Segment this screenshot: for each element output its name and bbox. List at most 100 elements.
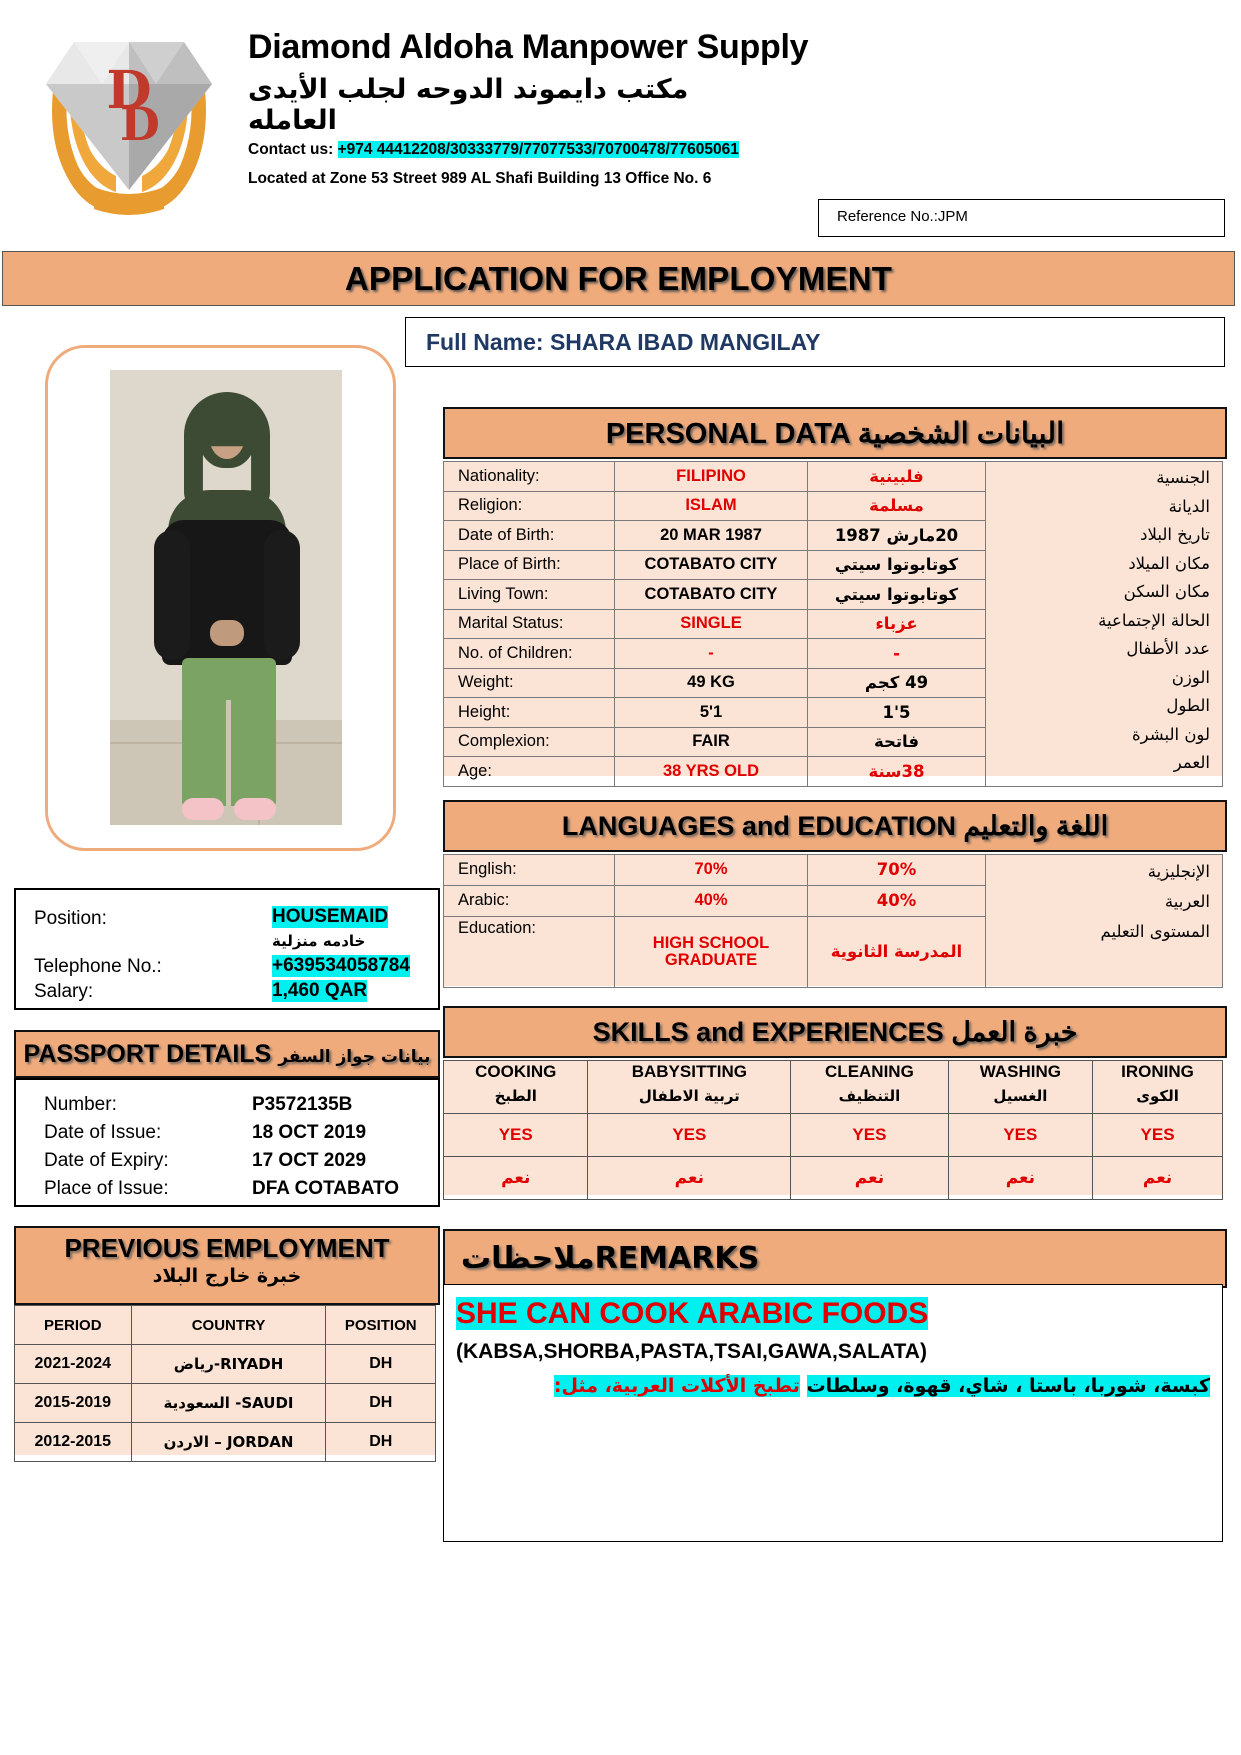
personal-data-label: Religion: xyxy=(443,490,615,521)
skill-header-ar: تربية الاطفال xyxy=(638,1087,740,1105)
prev-emp-header: PERIOD xyxy=(14,1305,132,1345)
language-value-ar: المدرسة الثانوية xyxy=(807,916,986,988)
personal-data-value-en: - xyxy=(614,638,808,669)
table-row: Nationality: FILIPINO فلبينية الجنسية الديان… xyxy=(443,461,1223,787)
personal-data-value-ar: 49 كجم xyxy=(807,667,986,698)
passport-band: PASSPORT DETAILS بيانات جواز السفر xyxy=(14,1030,440,1078)
skill-header-ar: الكوى xyxy=(1136,1087,1179,1105)
table-row: Date of Birth: 20 MAR 1987 20مارش 1987 xyxy=(443,520,1223,551)
skill-header-ar: الطبخ xyxy=(494,1087,537,1105)
personal-data-title: PERSONAL DATA البيانات الشخصية xyxy=(605,417,1065,450)
company-name-en: Diamond Aldoha Manpower Supply xyxy=(248,28,809,66)
languages-band: LANGUAGES and EDUCATION اللغة والتعليم xyxy=(443,800,1227,852)
personal-data-label: Age: xyxy=(443,756,615,787)
prev-emp-period: 2012-2015 xyxy=(14,1422,132,1462)
languages-title: LANGUAGES and EDUCATION اللغة والتعليم xyxy=(561,810,1109,841)
personal-data-value-en: ISLAM xyxy=(614,490,808,521)
skills-table-wrap: COOKING الطبخ BABYSITTING تربية الاطفال CLEA… xyxy=(442,1060,1223,1200)
language-value-en: HIGH SCHOOL GRADUATE xyxy=(614,916,808,988)
language-value-en: 40% xyxy=(614,885,808,917)
language-label: English: xyxy=(443,854,615,886)
svg-text:D: D xyxy=(120,97,160,151)
personal-data-value-en: FILIPINO xyxy=(614,461,808,492)
language-label: Arabic: xyxy=(443,885,615,917)
remarks-line2: (KABSA,SHORBA,PASTA,TSAI,GAWA,SALATA) xyxy=(456,1339,927,1363)
prev-emp-position: DH xyxy=(325,1344,436,1384)
personal-data-value-ar: عزباء xyxy=(807,608,986,639)
personal-data-label-ar: لون البشرة xyxy=(1132,724,1210,744)
telephone-value: +639534058784 xyxy=(272,955,410,977)
table-row: 2021-2024 RIYADH-رياض DH xyxy=(14,1344,436,1384)
personal-data-value-en: 49 KG xyxy=(614,667,808,698)
personal-data-value-ar: كوتابوتوا سيتي xyxy=(807,549,986,580)
personal-data-value-ar: - xyxy=(807,638,986,669)
skill-header-en: WASHING xyxy=(979,1062,1061,1081)
remarks-arabic-black: كبسة، شوربا، باستا ، شاي، قهوة، وسلطات xyxy=(806,1374,1210,1397)
skill-value-ar: نعم xyxy=(790,1156,949,1200)
prev-emp-country: SAUDI- السعودية xyxy=(130,1383,327,1423)
personal-data-label-ar: الوزن xyxy=(1171,667,1210,687)
skill-header-ar: التنظيف xyxy=(838,1087,901,1105)
languages-table: English: 70% 70% الإنجليزية العربية المستوى ا… xyxy=(443,854,1223,988)
table-header-row: PERIOD COUNTRY POSITION xyxy=(14,1305,436,1345)
table-row: Place of Birth: COTABATO CITY كوتابوتوا سي… xyxy=(443,549,1223,580)
table-row: Age: 38 YRS OLD 38سنة xyxy=(443,756,1223,787)
previous-employment-table-wrap: PERIOD COUNTRY POSITION 2021-2024 RIYADH-ريا… xyxy=(14,1305,436,1462)
skills-band: SKILLS and EXPERIENCES خبرة العمل xyxy=(443,1006,1227,1058)
language-value-ar: 40% xyxy=(807,885,986,917)
passport-value: 17 OCT 2029 xyxy=(252,1150,367,1171)
prev-emp-position: DH xyxy=(325,1383,436,1423)
personal-data-label-ar: مكان السكن xyxy=(1123,582,1210,601)
skills-title: SKILLS and EXPERIENCES خبرة العمل xyxy=(592,1016,1078,1047)
table-row: COOKING الطبخ BABYSITTING تربية الاطفال CLEA… xyxy=(442,1060,1223,1114)
table-row: Living Town: COTABATO CITY كوتابوتوا سيتي xyxy=(443,579,1223,610)
personal-data-label-ar: الحالة الإجتماعية xyxy=(1098,610,1210,630)
skill-value-ar: نعم xyxy=(587,1156,792,1200)
personal-data-value-ar: فلبينية xyxy=(807,461,986,492)
personal-data-value-ar: 5'1 xyxy=(807,697,986,728)
personal-data-value-en: FAIR xyxy=(614,726,808,757)
skill-value-ar: نعم xyxy=(1092,1156,1223,1200)
language-value-en: 70% xyxy=(614,854,808,886)
personal-data-value-en: COTABATO CITY xyxy=(614,549,808,580)
office-address: Located at Zone 53 Street 989 AL Shafi B… xyxy=(248,170,712,187)
personal-data-value-ar: كوتابوتوا سيتي xyxy=(807,579,986,610)
table-row: 2012-2015 JORDAN – الاردن DH xyxy=(14,1422,436,1462)
remarks-arabic-red: تطبخ الأكلات العربية، مثل: xyxy=(553,1374,800,1397)
skill-value-en: YES xyxy=(442,1113,589,1157)
salary-value: 1,460 QAR xyxy=(272,980,368,1002)
contact-numbers: +974 44412208/30333779/77077533/70700478… xyxy=(337,141,739,158)
prev-emp-country: RIYADH-رياض xyxy=(130,1344,327,1384)
salary-label: Salary: xyxy=(34,981,94,1002)
passport-label: Number: xyxy=(44,1094,117,1115)
table-row: Weight: 49 KG 49 كجم xyxy=(443,667,1223,698)
full-name-text: Full Name: SHARA IBAD MANGILAY xyxy=(426,328,821,355)
personal-data-label: Place of Birth: xyxy=(443,549,615,580)
prev-emp-position: DH xyxy=(325,1422,436,1462)
personal-data-value-en: SINGLE xyxy=(614,608,808,639)
remarks-band: REMARKSملاحظات xyxy=(443,1229,1227,1288)
company-name-ar: مكتب دايموند الدوحه لجلب الأيدى العامله xyxy=(248,74,689,136)
telephone-label: Telephone No.: xyxy=(34,956,162,977)
reference-number: Reference No.:JPM xyxy=(837,208,968,225)
skill-value-ar: نعم xyxy=(442,1156,589,1200)
remarks-title: REMARKSملاحظات xyxy=(461,1241,760,1276)
personal-data-label: Living Town: xyxy=(443,579,615,610)
personal-data-label-ar: مكان الميلاد xyxy=(1128,553,1210,573)
skill-header: BABYSITTING تربية الاطفال xyxy=(587,1060,792,1114)
previous-employment-title-en: PREVIOUS EMPLOYMENT xyxy=(64,1233,390,1263)
skills-table: COOKING الطبخ BABYSITTING تربية الاطفال CLEA… xyxy=(442,1060,1223,1200)
personal-data-label-ar: الديانة xyxy=(1168,496,1210,516)
personal-data-label: No. of Children: xyxy=(443,638,615,669)
contact-label: Contact us: xyxy=(248,141,334,158)
personal-data-value-ar: 20مارش 1987 xyxy=(807,520,986,551)
skill-header: IRONING الكوى xyxy=(1092,1060,1223,1114)
applicant-photo-frame xyxy=(45,345,396,851)
previous-employment-table: PERIOD COUNTRY POSITION 2021-2024 RIYADH-ريا… xyxy=(14,1305,436,1462)
position-box: Position: HOUSEMAID خادمه منزلية Telepho… xyxy=(14,888,440,1010)
skill-value-en: YES xyxy=(1092,1113,1223,1157)
language-label-ar: العربية xyxy=(1164,892,1210,911)
passport-title: PASSPORT DETAILS بيانات جواز السفر xyxy=(16,1040,438,1069)
table-row: Religion: ISLAM مسلمة xyxy=(443,490,1223,521)
personal-data-label: Complexion: xyxy=(443,726,615,757)
